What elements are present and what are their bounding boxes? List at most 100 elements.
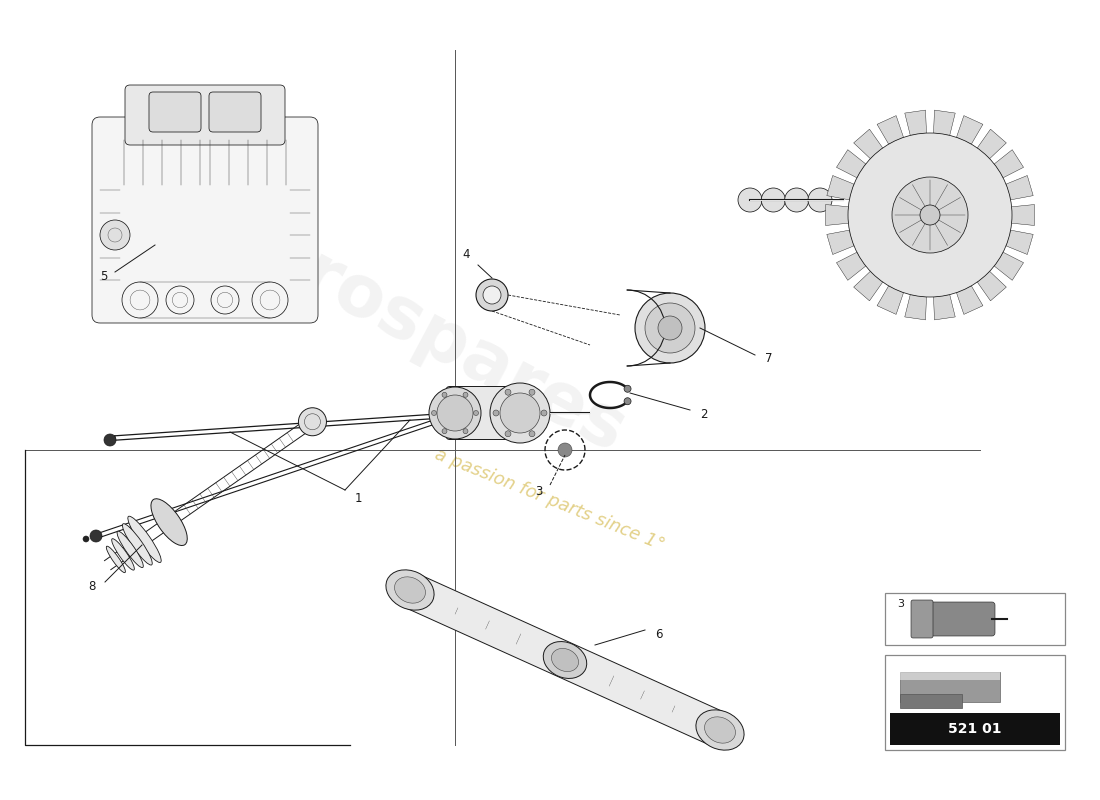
Circle shape [298,408,327,436]
Circle shape [505,430,512,437]
FancyBboxPatch shape [886,655,1065,750]
Polygon shape [836,252,866,280]
Polygon shape [866,245,888,265]
Circle shape [429,387,481,439]
Polygon shape [977,271,1007,301]
Ellipse shape [551,649,579,671]
Ellipse shape [395,577,426,603]
Polygon shape [977,238,999,257]
Polygon shape [977,129,1007,158]
Polygon shape [934,110,955,135]
Circle shape [658,316,682,340]
Circle shape [808,188,832,212]
Circle shape [453,409,463,419]
FancyBboxPatch shape [890,713,1060,745]
FancyBboxPatch shape [92,117,318,323]
Polygon shape [945,142,962,165]
Text: 521 01: 521 01 [948,722,1002,736]
Circle shape [761,188,785,212]
Circle shape [624,386,631,392]
Circle shape [624,398,631,405]
Polygon shape [905,294,926,320]
Polygon shape [403,574,727,746]
Polygon shape [827,230,854,254]
Ellipse shape [151,498,187,546]
Polygon shape [1012,205,1034,226]
Polygon shape [909,140,923,162]
Text: a passion for parts since 1°: a passion for parts since 1° [432,446,668,554]
Polygon shape [836,150,866,178]
Ellipse shape [112,538,134,570]
Polygon shape [986,204,1005,216]
FancyBboxPatch shape [148,92,201,132]
Polygon shape [854,129,883,158]
Circle shape [442,429,447,434]
Text: 1: 1 [355,492,363,505]
Polygon shape [918,270,931,290]
Circle shape [476,279,508,311]
Ellipse shape [117,531,143,567]
FancyBboxPatch shape [886,593,1065,645]
Text: 7: 7 [764,352,772,365]
Polygon shape [861,174,883,192]
Polygon shape [980,183,1003,200]
Circle shape [529,430,535,437]
Polygon shape [937,268,952,290]
Text: eurospares: eurospares [202,192,638,468]
FancyBboxPatch shape [900,672,1000,680]
Ellipse shape [696,710,744,750]
Polygon shape [1006,230,1033,254]
Ellipse shape [704,717,736,743]
Circle shape [738,188,762,212]
Ellipse shape [122,524,152,565]
Polygon shape [905,110,926,135]
Polygon shape [855,193,877,207]
Circle shape [493,410,499,416]
FancyBboxPatch shape [911,600,933,638]
Polygon shape [889,146,908,168]
Circle shape [558,443,572,457]
Circle shape [848,133,1012,297]
Circle shape [529,390,535,395]
FancyBboxPatch shape [446,386,524,439]
Ellipse shape [543,642,586,678]
Polygon shape [972,165,994,186]
Text: 3: 3 [896,599,904,609]
Polygon shape [898,266,915,288]
Polygon shape [930,139,942,160]
Polygon shape [857,230,879,247]
Circle shape [100,220,130,250]
Circle shape [82,536,89,542]
Polygon shape [877,286,903,314]
Circle shape [505,390,512,395]
Polygon shape [872,158,894,178]
Text: 6: 6 [654,628,662,641]
Polygon shape [953,262,971,284]
Circle shape [463,392,467,398]
Circle shape [784,188,808,212]
Circle shape [483,286,500,304]
Ellipse shape [386,570,434,610]
Polygon shape [880,257,900,279]
Circle shape [541,410,547,416]
Polygon shape [956,116,983,144]
Polygon shape [960,151,980,174]
Circle shape [500,393,540,433]
Circle shape [892,177,968,253]
Polygon shape [827,175,854,200]
Text: 8: 8 [88,580,96,593]
Ellipse shape [107,546,125,573]
FancyBboxPatch shape [900,672,1000,702]
Circle shape [437,395,473,431]
FancyBboxPatch shape [900,694,962,708]
Circle shape [104,434,116,446]
Polygon shape [934,294,955,320]
Circle shape [635,293,705,363]
Text: 2: 2 [700,408,707,421]
Polygon shape [855,214,875,226]
Polygon shape [877,116,903,144]
Circle shape [463,429,467,434]
Circle shape [920,205,940,225]
Circle shape [473,406,477,410]
Ellipse shape [128,516,162,562]
